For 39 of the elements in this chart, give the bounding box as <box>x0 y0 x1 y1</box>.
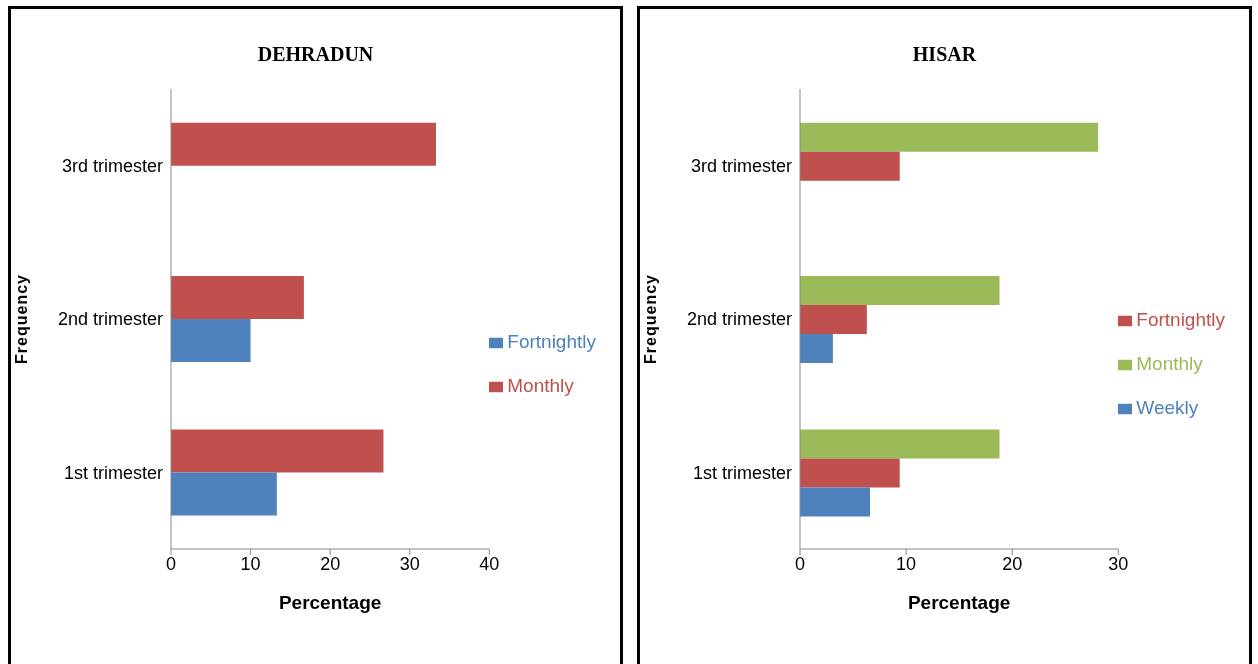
x-axis-title: Percentage <box>907 592 1011 613</box>
legend-label: Fortnightly <box>1136 309 1225 330</box>
y-axis-title: Frequency <box>12 274 30 364</box>
legend-label: Weekly <box>1136 397 1199 418</box>
chart-title: DEHRADUN <box>256 43 375 66</box>
y-tick-label: 3rd trimester <box>690 156 792 177</box>
x-tick-label: 10 <box>240 553 261 574</box>
bar <box>800 334 833 364</box>
x-tick-label: 0 <box>165 553 177 574</box>
bar <box>800 458 900 488</box>
bar <box>800 151 900 181</box>
bar <box>800 429 1000 459</box>
bar <box>171 472 277 516</box>
x-tick-label: 20 <box>320 553 341 574</box>
y-tick-label: 3rd trimester <box>61 156 163 177</box>
legend-label: Monthly <box>1136 353 1203 374</box>
bar <box>800 276 1000 306</box>
legend-label: Monthly <box>507 375 574 396</box>
x-tick-label: 30 <box>1108 553 1129 574</box>
y-tick-label: 1st trimester <box>63 462 163 483</box>
bar <box>171 429 384 473</box>
bar <box>800 122 1099 152</box>
bar <box>800 305 867 335</box>
y-tick-label: 2nd trimester <box>57 309 163 330</box>
x-tick-label: 20 <box>1002 553 1023 574</box>
x-axis-title: Percentage <box>278 592 382 613</box>
x-tick-label: 40 <box>479 553 500 574</box>
x-tick-label: 10 <box>896 553 917 574</box>
y-tick-label: 1st trimester <box>692 462 792 483</box>
y-axis-title: Frequency <box>641 274 659 364</box>
bar <box>800 487 871 517</box>
x-tick-label: 0 <box>794 553 806 574</box>
bar <box>171 122 436 166</box>
bar <box>171 319 251 363</box>
chart-title: HISAR <box>911 43 978 66</box>
x-tick-label: 30 <box>399 553 420 574</box>
legend-label: Fortnightly <box>507 331 596 352</box>
y-tick-label: 2nd trimester <box>686 309 792 330</box>
bar <box>171 276 304 320</box>
